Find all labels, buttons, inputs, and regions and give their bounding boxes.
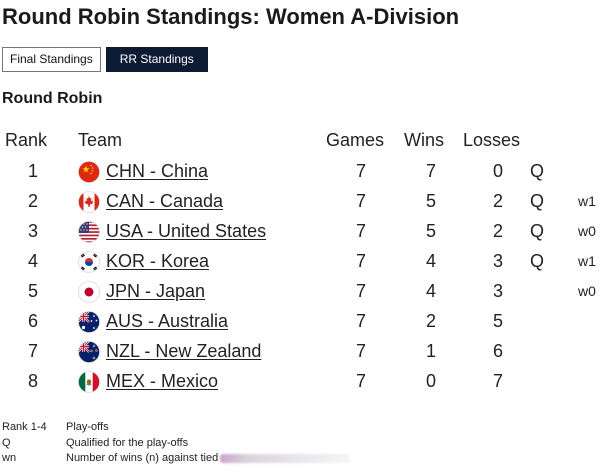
team-link-nzl[interactable]: NZL - New Zealand [106,341,262,361]
table-row: 5 JPN - Japan 7 4 3 w0 [0,276,609,306]
header-wins: Wins [404,130,444,150]
page-title: Round Robin Standings: Women A-Division [2,4,460,29]
legend-key: Q [2,436,11,449]
qualified-cell: Q [530,221,545,241]
rank-cell: 5 [27,281,38,301]
losses-cell: 2 [492,221,503,241]
losses-cell: 3 [492,281,503,301]
team-cell: AUS - Australia [106,306,228,336]
tiebreak-cell: w1 [578,253,596,269]
qualified-cell: Q [530,191,545,211]
team-link-aus[interactable]: AUS - Australia [106,311,229,331]
table-row: 1 CHN - China 7 7 0 Q [0,156,609,186]
team-link-mex[interactable]: MEX - Mexico [106,371,219,391]
header-team: Team [78,130,123,150]
table-row: 4 KOR - Korea 7 4 3 Q w1 [0,246,609,276]
wins-cell: 5 [425,191,436,211]
games-cell: 7 [355,191,366,211]
team-cell: NZL - New Zealand [106,336,261,366]
games-cell: 7 [355,371,366,391]
table-row: 3 USA - United States 7 5 2 Q w0 [0,216,609,246]
header-rank: Rank [5,130,48,150]
team-cell: MEX - Mexico [106,366,218,396]
china-flag-icon [78,161,100,183]
legend-value-text: Number of wins (n) against tied [66,452,219,464]
legend-value: Number of wins (n) against tied [66,452,351,464]
blurred-text-overlay [220,453,351,463]
team-cell: CAN - Canada [106,186,223,216]
games-cell: 7 [355,221,366,241]
new-zealand-flag-icon [78,341,100,363]
australia-flag-icon [78,311,100,333]
tiebreak-cell: w0 [578,223,596,239]
rank-cell: 6 [27,311,38,331]
table-row: 7 NZL - New Zealand 7 1 6 [0,336,609,366]
qualified-cell: Q [530,251,545,271]
games-cell: 7 [355,281,366,301]
legend-key: wn [2,452,17,464]
games-cell: 7 [355,161,366,181]
legend-value: Play-offs [66,421,109,433]
rank-cell: 3 [27,221,38,241]
canada-flag-icon [78,191,100,213]
standings-tabs: Final Standings RR Standings [2,47,208,72]
table-row: 6 AUS - Australia 7 2 5 [0,306,609,336]
team-cell: JPN - Japan [106,276,205,306]
team-cell: KOR - Korea [106,246,209,276]
wins-cell: 1 [425,341,436,361]
team-link-usa[interactable]: USA - United States [106,221,267,241]
losses-cell: 7 [492,371,503,391]
team-cell: USA - United States [106,216,266,246]
section-title: Round Robin [2,90,103,107]
wins-cell: 4 [425,251,436,271]
legend-value: Qualified for the play-offs [66,436,189,449]
team-link-jpn[interactable]: JPN - Japan [106,281,206,301]
wins-cell: 0 [425,371,436,391]
rank-cell: 4 [27,251,38,271]
rank-cell: 8 [27,371,38,391]
wins-cell: 5 [425,221,436,241]
losses-cell: 6 [492,341,503,361]
table-row: 2 CAN - Canada 7 5 2 Q w1 [0,186,609,216]
team-cell: CHN - China [106,156,208,186]
games-cell: 7 [355,311,366,331]
team-link-kor[interactable]: KOR - Korea [106,251,210,271]
rank-cell: 7 [27,341,38,361]
tab-final-standings[interactable]: Final Standings [2,47,101,72]
team-link-can[interactable]: CAN - Canada [106,191,224,211]
mexico-flag-icon [78,371,100,393]
header-losses: Losses [463,130,521,150]
games-cell: 7 [355,341,366,361]
losses-cell: 0 [492,161,503,181]
losses-cell: 2 [492,191,503,211]
wins-cell: 7 [425,161,436,181]
usa-flag-icon [78,221,100,243]
rank-cell: 1 [27,161,38,181]
tiebreak-cell: w1 [578,193,596,209]
tiebreak-cell: w0 [578,283,596,299]
team-link-chn[interactable]: CHN - China [106,161,209,181]
legend-key: Rank 1-4 [2,421,47,433]
japan-flag-icon [78,281,100,303]
table-row: 8 MEX - Mexico 7 0 7 [0,366,609,396]
tab-rr-standings[interactable]: RR Standings [105,47,208,72]
wins-cell: 4 [425,281,436,301]
rank-cell: 2 [27,191,38,211]
losses-cell: 5 [492,311,503,331]
losses-cell: 3 [492,251,503,271]
korea-flag-icon [78,251,100,273]
qualified-cell: Q [530,161,545,181]
wins-cell: 2 [425,311,436,331]
header-games: Games [326,130,385,150]
games-cell: 7 [355,251,366,271]
